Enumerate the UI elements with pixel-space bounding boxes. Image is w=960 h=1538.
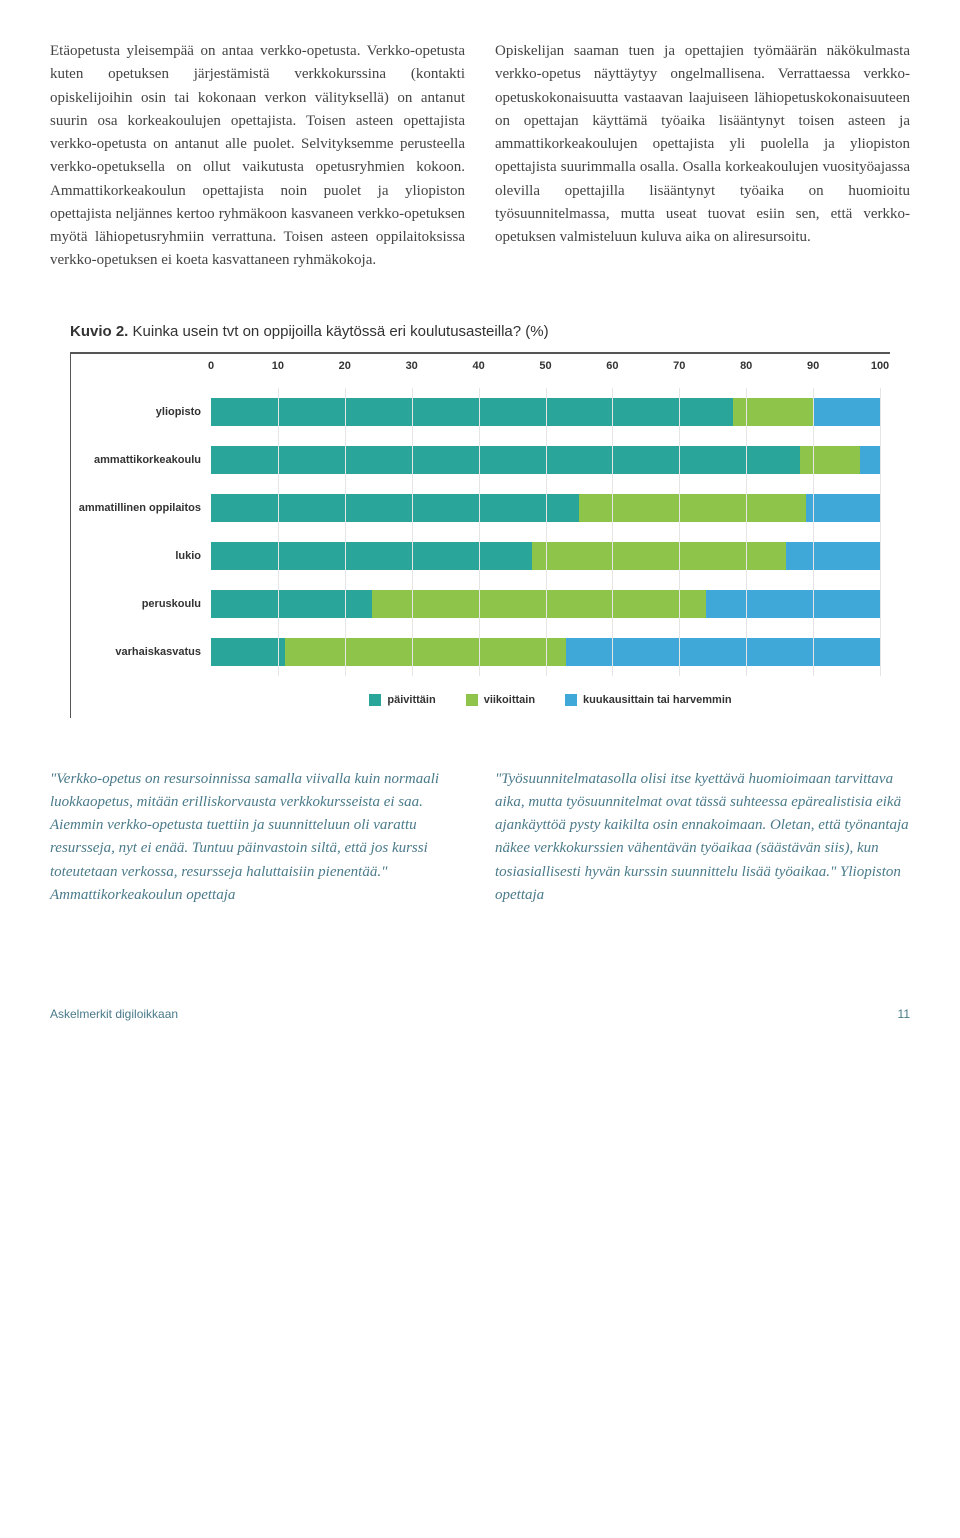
bar-segment (813, 398, 880, 426)
x-axis: 0 10 20 30 40 50 60 70 80 90 100 (71, 353, 890, 388)
bar-segment (211, 446, 800, 474)
x-tick: 90 (807, 360, 819, 372)
x-tick: 80 (740, 360, 752, 372)
legend-item: kuukausittain tai harvemmin (565, 694, 732, 706)
quote-left: "Verkko-opetus on resursoinnissa samalla… (50, 768, 465, 908)
quote-right: "Työsuunnitelmatasolla olisi itse kyettä… (495, 768, 910, 908)
bar-track (211, 398, 880, 426)
footer-left: Askelmerkit digiloikkaan (50, 1007, 178, 1021)
bar-segment (860, 446, 880, 474)
body-left: Etäopetusta yleisempää on antaa verkko-o… (50, 40, 465, 273)
x-tick: 0 (208, 360, 214, 372)
figure-title-text: Kuinka usein tvt on oppijoilla käytössä … (128, 323, 548, 340)
bar-track (211, 446, 880, 474)
figure-2: Kuvio 2. Kuinka usein tvt on oppijoilla … (70, 323, 910, 718)
bar-row-label: peruskoulu (71, 598, 211, 610)
bar-row-label: lukio (71, 550, 211, 562)
legend-item: viikoittain (466, 694, 535, 706)
legend-label: kuukausittain tai harvemmin (583, 694, 732, 706)
x-tick: 20 (339, 360, 351, 372)
x-tick: 10 (272, 360, 284, 372)
bar-row: ammatillinen oppilaitos (71, 484, 890, 532)
bar-track (211, 494, 880, 522)
bar-segment (372, 590, 707, 618)
quotes-row: "Verkko-opetus on resursoinnissa samalla… (50, 768, 910, 908)
chart: 0 10 20 30 40 50 60 70 80 90 100 yliopisto ammattik… (70, 352, 890, 718)
x-tick: 60 (606, 360, 618, 372)
bar-segment (532, 542, 786, 570)
x-tick: 40 (472, 360, 484, 372)
bar-segment (211, 590, 372, 618)
bar-segment (706, 590, 880, 618)
legend-label: päivittäin (387, 694, 435, 706)
x-tick: 50 (539, 360, 551, 372)
legend-swatch (466, 694, 478, 706)
bar-segment (285, 638, 566, 666)
bar-row-label: varhaiskasvatus (71, 646, 211, 658)
bars-container: yliopisto ammattikorkeakoulu ammatillinen … (71, 388, 890, 676)
footer-page-number: 11 (898, 1007, 910, 1021)
figure-title: Kuvio 2. Kuinka usein tvt on oppijoilla … (70, 323, 910, 340)
bar-row-label: ammattikorkeakoulu (71, 454, 211, 466)
legend-item: päivittäin (369, 694, 435, 706)
bar-track (211, 590, 880, 618)
bar-row: ammattikorkeakoulu (71, 436, 890, 484)
body-right: Opiskelijan saaman tuen ja opettajien ty… (495, 40, 910, 273)
x-axis-ticks: 0102030405060708090100 (211, 360, 880, 374)
legend-label: viikoittain (484, 694, 535, 706)
bar-segment (800, 446, 860, 474)
bar-segment (786, 542, 880, 570)
bar-segment (733, 398, 813, 426)
page-footer: Askelmerkit digiloikkaan 11 (50, 1007, 910, 1021)
body-columns: Etäopetusta yleisempää on antaa verkko-o… (50, 40, 910, 273)
bar-segment (806, 494, 880, 522)
bar-row: varhaiskasvatus (71, 628, 890, 676)
figure-title-prefix: Kuvio 2. (70, 323, 128, 340)
bar-segment (566, 638, 880, 666)
legend-swatch (565, 694, 577, 706)
bar-segment (211, 638, 285, 666)
x-tick: 100 (871, 360, 889, 372)
legend-swatch (369, 694, 381, 706)
bar-row: yliopisto (71, 388, 890, 436)
bar-segment (211, 494, 579, 522)
bar-track (211, 638, 880, 666)
bar-row: peruskoulu (71, 580, 890, 628)
bar-segment (579, 494, 806, 522)
bar-segment (211, 398, 733, 426)
bar-track (211, 542, 880, 570)
bar-row: lukio (71, 532, 890, 580)
bar-segment (211, 542, 532, 570)
x-tick: 30 (406, 360, 418, 372)
bar-row-label: yliopisto (71, 406, 211, 418)
x-tick: 70 (673, 360, 685, 372)
legend: päivittäin viikoittain kuukausittain tai h… (71, 694, 890, 706)
bar-row-label: ammatillinen oppilaitos (71, 502, 211, 514)
